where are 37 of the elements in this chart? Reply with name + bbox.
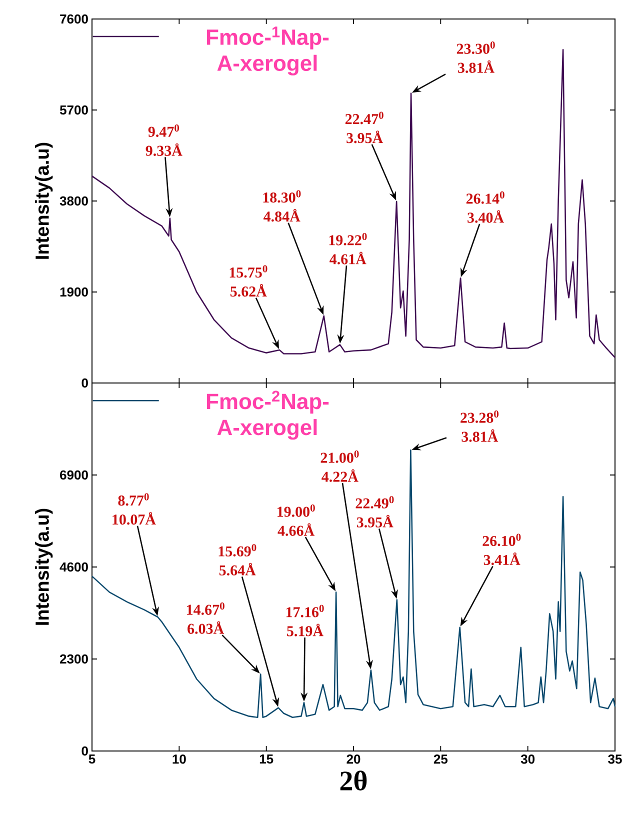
y-tick-label: 7600 [60,14,88,24]
annotation: 23.28$^{0}$ 3.81Å [460,410,499,442]
y-tick-label: 2300 [60,654,88,664]
x-tick-label: 15 [260,754,274,764]
annotation: 23.30$^{0}$ 3.81Å [456,42,495,73]
annotation: 8.77$^{0}$ 10.07Å [112,493,156,525]
y-tick-label: 0 [82,746,88,756]
annotation: 19.00$^{0}$ 4.66Å [278,504,315,536]
x-tick-label: 30 [520,754,535,764]
annotation: 15.69$^{0}$ 5.64Å [218,544,256,576]
annotation: 9.47$^{0}$ 9.33Å [146,124,182,156]
x-tick-label: 5 [88,754,96,764]
annotation: 17.16$^{0}$ 5.19Å [286,604,324,636]
x-tick-label: 10 [172,754,186,764]
annotation: 18.30$^{0}$ 4.84Å [263,190,301,222]
y-tick-label: 4600 [60,562,88,572]
annotation: 15.75$^{0}$ 5.62Å [230,265,268,297]
annotation: 21.00$^{0}$ 4.22Å [320,450,359,482]
legend-label: Fmoc-$^{2}$Nap-A-xerogel [206,390,329,440]
annotation: 22.49$^{0}$ 3.95Å [356,496,394,528]
annotation: 19.22$^{0}$ 4.61Å [329,232,367,264]
x-tick-label: 25 [434,754,448,764]
annotation: 26.14$^{0}$ 3.40Å [466,191,504,223]
y-axis-title: Intensity(a.u) [34,142,53,259]
y-axis-title: Intensity(a.u) [34,508,53,625]
y-tick-label: 1900 [60,287,88,297]
x-tick-label: 35 [608,754,622,764]
annotation: 26.10$^{0}$ 3.41Å [482,534,521,566]
x-axis-title: 2θ [340,770,367,790]
y-tick-label: 0 [82,378,88,388]
x-tick-label: 20 [346,754,360,764]
annotation: 14.67$^{0}$ 6.03Å [187,602,224,634]
annotation: 22.47$^{0}$ 3.95Å [345,112,384,144]
legend-label: Fmoc-$^{1}$Nap-A-xerogel [206,26,329,76]
y-tick-label: 6900 [60,470,88,480]
y-tick-label: 5700 [60,105,88,115]
y-tick-label: 3800 [60,196,88,206]
